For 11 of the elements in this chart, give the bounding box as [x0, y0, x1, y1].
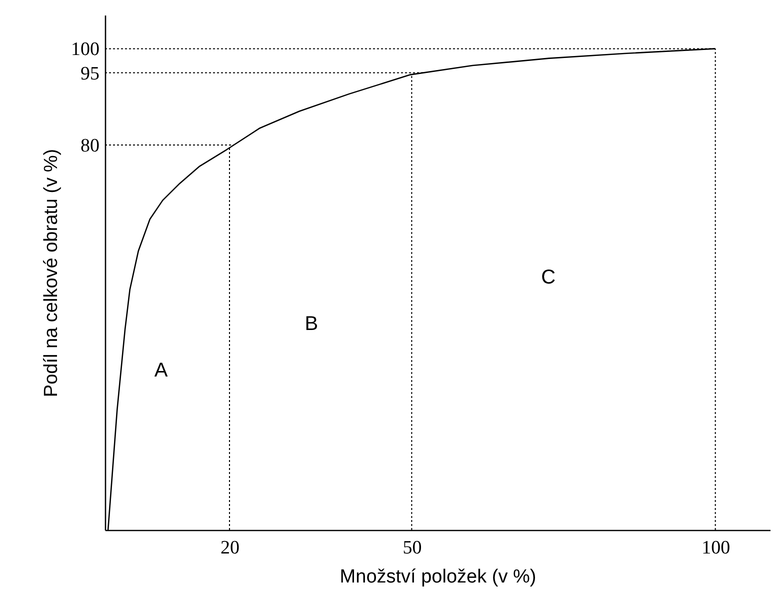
y-tick-label: 80 [80, 135, 100, 156]
annotation: B [304, 313, 318, 335]
annotation: A [154, 359, 168, 382]
x-tick-label: 100 [702, 538, 730, 558]
x-axis-title: Množství položek (v %) [340, 566, 536, 588]
x-tick-label: 50 [402, 538, 422, 558]
y-tick-label: 100 [71, 39, 100, 60]
y-axis-title: Podíl na celkové obratu (v %) [41, 148, 62, 398]
y-tick-label: 95 [80, 63, 100, 84]
x-tick-label: 20 [220, 538, 240, 558]
annotation: C [541, 266, 556, 289]
